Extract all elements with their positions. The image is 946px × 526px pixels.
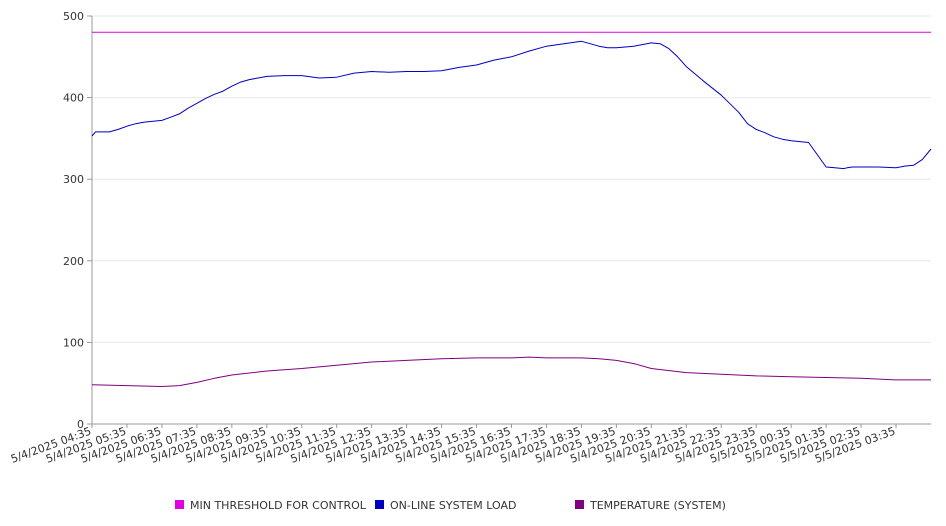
series-lines [91, 31, 932, 387]
axes [91, 16, 931, 425]
legend-label-1: ON-LINE SYSTEM LOAD [390, 499, 516, 512]
legend-swatch-2 [575, 500, 584, 509]
gridlines [92, 15, 931, 425]
series-line-2 [91, 356, 931, 387]
legend-swatch-1 [375, 500, 384, 509]
legend: MIN THRESHOLD FOR CONTROL ON-LINE SYSTEM … [175, 499, 726, 512]
legend-label-2: TEMPERATURE (SYSTEM) [589, 499, 726, 512]
legend-label-0: MIN THRESHOLD FOR CONTROL [190, 499, 367, 512]
x-axis-ticks: 5/4/2025 04:355/4/2025 05:355/4/2025 06:… [9, 424, 897, 466]
y-tick-label-0: 0 [77, 418, 84, 431]
y-tick-label-3: 300 [63, 173, 84, 186]
legend-swatch-0 [175, 500, 184, 509]
y-tick-label-5: 500 [63, 10, 84, 23]
y-tick-label-4: 400 [63, 92, 84, 105]
y-tick-label-2: 200 [63, 255, 84, 268]
series-line-1 [91, 40, 932, 170]
y-tick-label-1: 100 [63, 336, 84, 349]
y-axis-ticks: 0 100 200 300 400 500 [63, 10, 92, 431]
